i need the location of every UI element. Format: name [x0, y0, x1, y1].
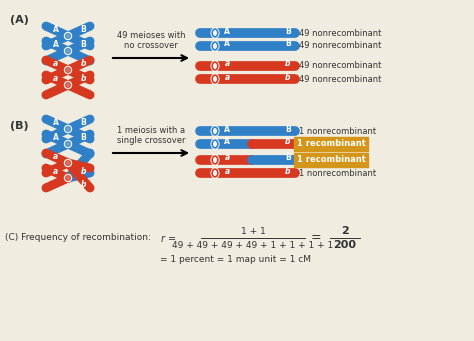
Circle shape	[65, 127, 71, 132]
Circle shape	[65, 83, 71, 88]
Ellipse shape	[211, 28, 219, 38]
Text: b: b	[81, 166, 86, 176]
Circle shape	[64, 160, 72, 166]
Text: A: A	[224, 124, 230, 133]
Text: 49 + 49 + 49 + 49 + 1 + 1 + 1 + 1: 49 + 49 + 49 + 49 + 1 + 1 + 1 + 1	[173, 240, 334, 250]
Text: B: B	[81, 25, 86, 34]
Text: A: A	[53, 133, 59, 142]
Text: 1 recombinant: 1 recombinant	[297, 139, 365, 148]
Text: 49 nonrecombinant: 49 nonrecombinant	[299, 61, 382, 71]
Circle shape	[64, 140, 72, 148]
Circle shape	[65, 176, 71, 180]
Text: a: a	[54, 74, 58, 83]
Text: b: b	[285, 137, 291, 147]
Ellipse shape	[211, 41, 219, 51]
Ellipse shape	[211, 126, 219, 136]
Text: a: a	[224, 73, 229, 81]
Text: a: a	[224, 166, 229, 176]
Circle shape	[64, 81, 72, 89]
Text: (C) Frequency of recombination:: (C) Frequency of recombination:	[5, 234, 151, 242]
Text: 49 meioses with
no crossover: 49 meioses with no crossover	[117, 31, 185, 50]
Circle shape	[64, 125, 72, 133]
Ellipse shape	[211, 61, 219, 71]
Ellipse shape	[211, 139, 219, 149]
Circle shape	[64, 175, 72, 181]
Circle shape	[64, 47, 72, 55]
Circle shape	[65, 142, 71, 147]
Text: B: B	[285, 153, 291, 163]
Text: A: A	[224, 27, 230, 35]
Circle shape	[65, 68, 71, 73]
Text: 49 nonrecombinant: 49 nonrecombinant	[299, 42, 382, 50]
Text: a: a	[54, 166, 58, 176]
Text: B: B	[81, 118, 86, 127]
Ellipse shape	[211, 155, 219, 165]
Text: 1 nonrecombinant: 1 nonrecombinant	[299, 127, 376, 135]
Text: b: b	[81, 74, 86, 83]
Text: B: B	[285, 27, 291, 35]
Text: b: b	[285, 73, 291, 81]
Circle shape	[65, 161, 71, 165]
Ellipse shape	[211, 168, 219, 178]
Text: 1 recombinant: 1 recombinant	[297, 155, 365, 164]
Ellipse shape	[211, 74, 219, 84]
Circle shape	[64, 66, 72, 74]
Text: A: A	[53, 40, 59, 49]
Text: b: b	[81, 180, 86, 190]
Text: B: B	[285, 124, 291, 133]
Text: 1 + 1: 1 + 1	[241, 226, 265, 236]
Text: 49 nonrecombinant: 49 nonrecombinant	[299, 74, 382, 84]
Text: b: b	[285, 59, 291, 69]
Text: B: B	[81, 133, 86, 142]
Circle shape	[65, 33, 71, 39]
Text: b: b	[285, 166, 291, 176]
Text: = 1 percent = 1 map unit = 1 cM: = 1 percent = 1 map unit = 1 cM	[160, 255, 311, 265]
Text: $r$ =: $r$ =	[160, 233, 176, 243]
Circle shape	[64, 32, 72, 40]
Text: A: A	[53, 118, 59, 127]
Text: 200: 200	[334, 240, 356, 250]
Text: A: A	[224, 137, 230, 147]
Text: 1 meiosis with a
single crossover: 1 meiosis with a single crossover	[117, 125, 185, 145]
Text: a: a	[224, 59, 229, 69]
Text: 49 nonrecombinant: 49 nonrecombinant	[299, 29, 382, 38]
Text: B: B	[285, 40, 291, 48]
Text: b: b	[81, 59, 86, 68]
Text: a: a	[54, 59, 58, 68]
Text: (A): (A)	[10, 15, 29, 25]
Circle shape	[65, 48, 71, 54]
Text: 1 nonrecombinant: 1 nonrecombinant	[299, 168, 376, 178]
Text: a: a	[224, 153, 229, 163]
Text: a: a	[54, 151, 58, 161]
Text: A: A	[53, 25, 59, 34]
Text: A: A	[224, 40, 230, 48]
Text: (B): (B)	[10, 121, 28, 131]
Text: B: B	[81, 40, 86, 49]
Text: 2: 2	[341, 226, 349, 236]
Text: =: =	[310, 232, 321, 244]
